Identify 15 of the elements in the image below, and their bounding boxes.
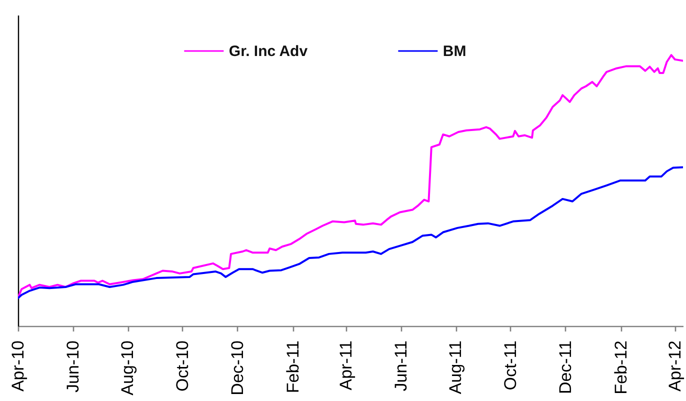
x-tick-label: Feb-11	[283, 340, 302, 394]
x-tick-label: Apr-10	[8, 340, 28, 392]
x-tick-label: Apr-12	[665, 340, 684, 392]
x-tick-label: Apr-11	[336, 340, 356, 390]
legend-label: BM	[442, 43, 466, 60]
x-tick-label: Dec-10	[228, 340, 247, 396]
x-tick-label: Oct-10	[172, 340, 192, 392]
x-tick-label: Aug-10	[118, 340, 138, 396]
x-tick-label: Jun-11	[391, 340, 410, 392]
x-tick-label: Feb-12	[611, 340, 630, 394]
x-tick-label: Aug-11	[446, 340, 466, 394]
x-tick-label: Jun-10	[63, 340, 82, 392]
x-tick-label: Oct-11	[500, 340, 520, 390]
x-tick-label: Dec-11	[556, 340, 575, 394]
legend-label: Gr. Inc Adv	[228, 43, 308, 60]
